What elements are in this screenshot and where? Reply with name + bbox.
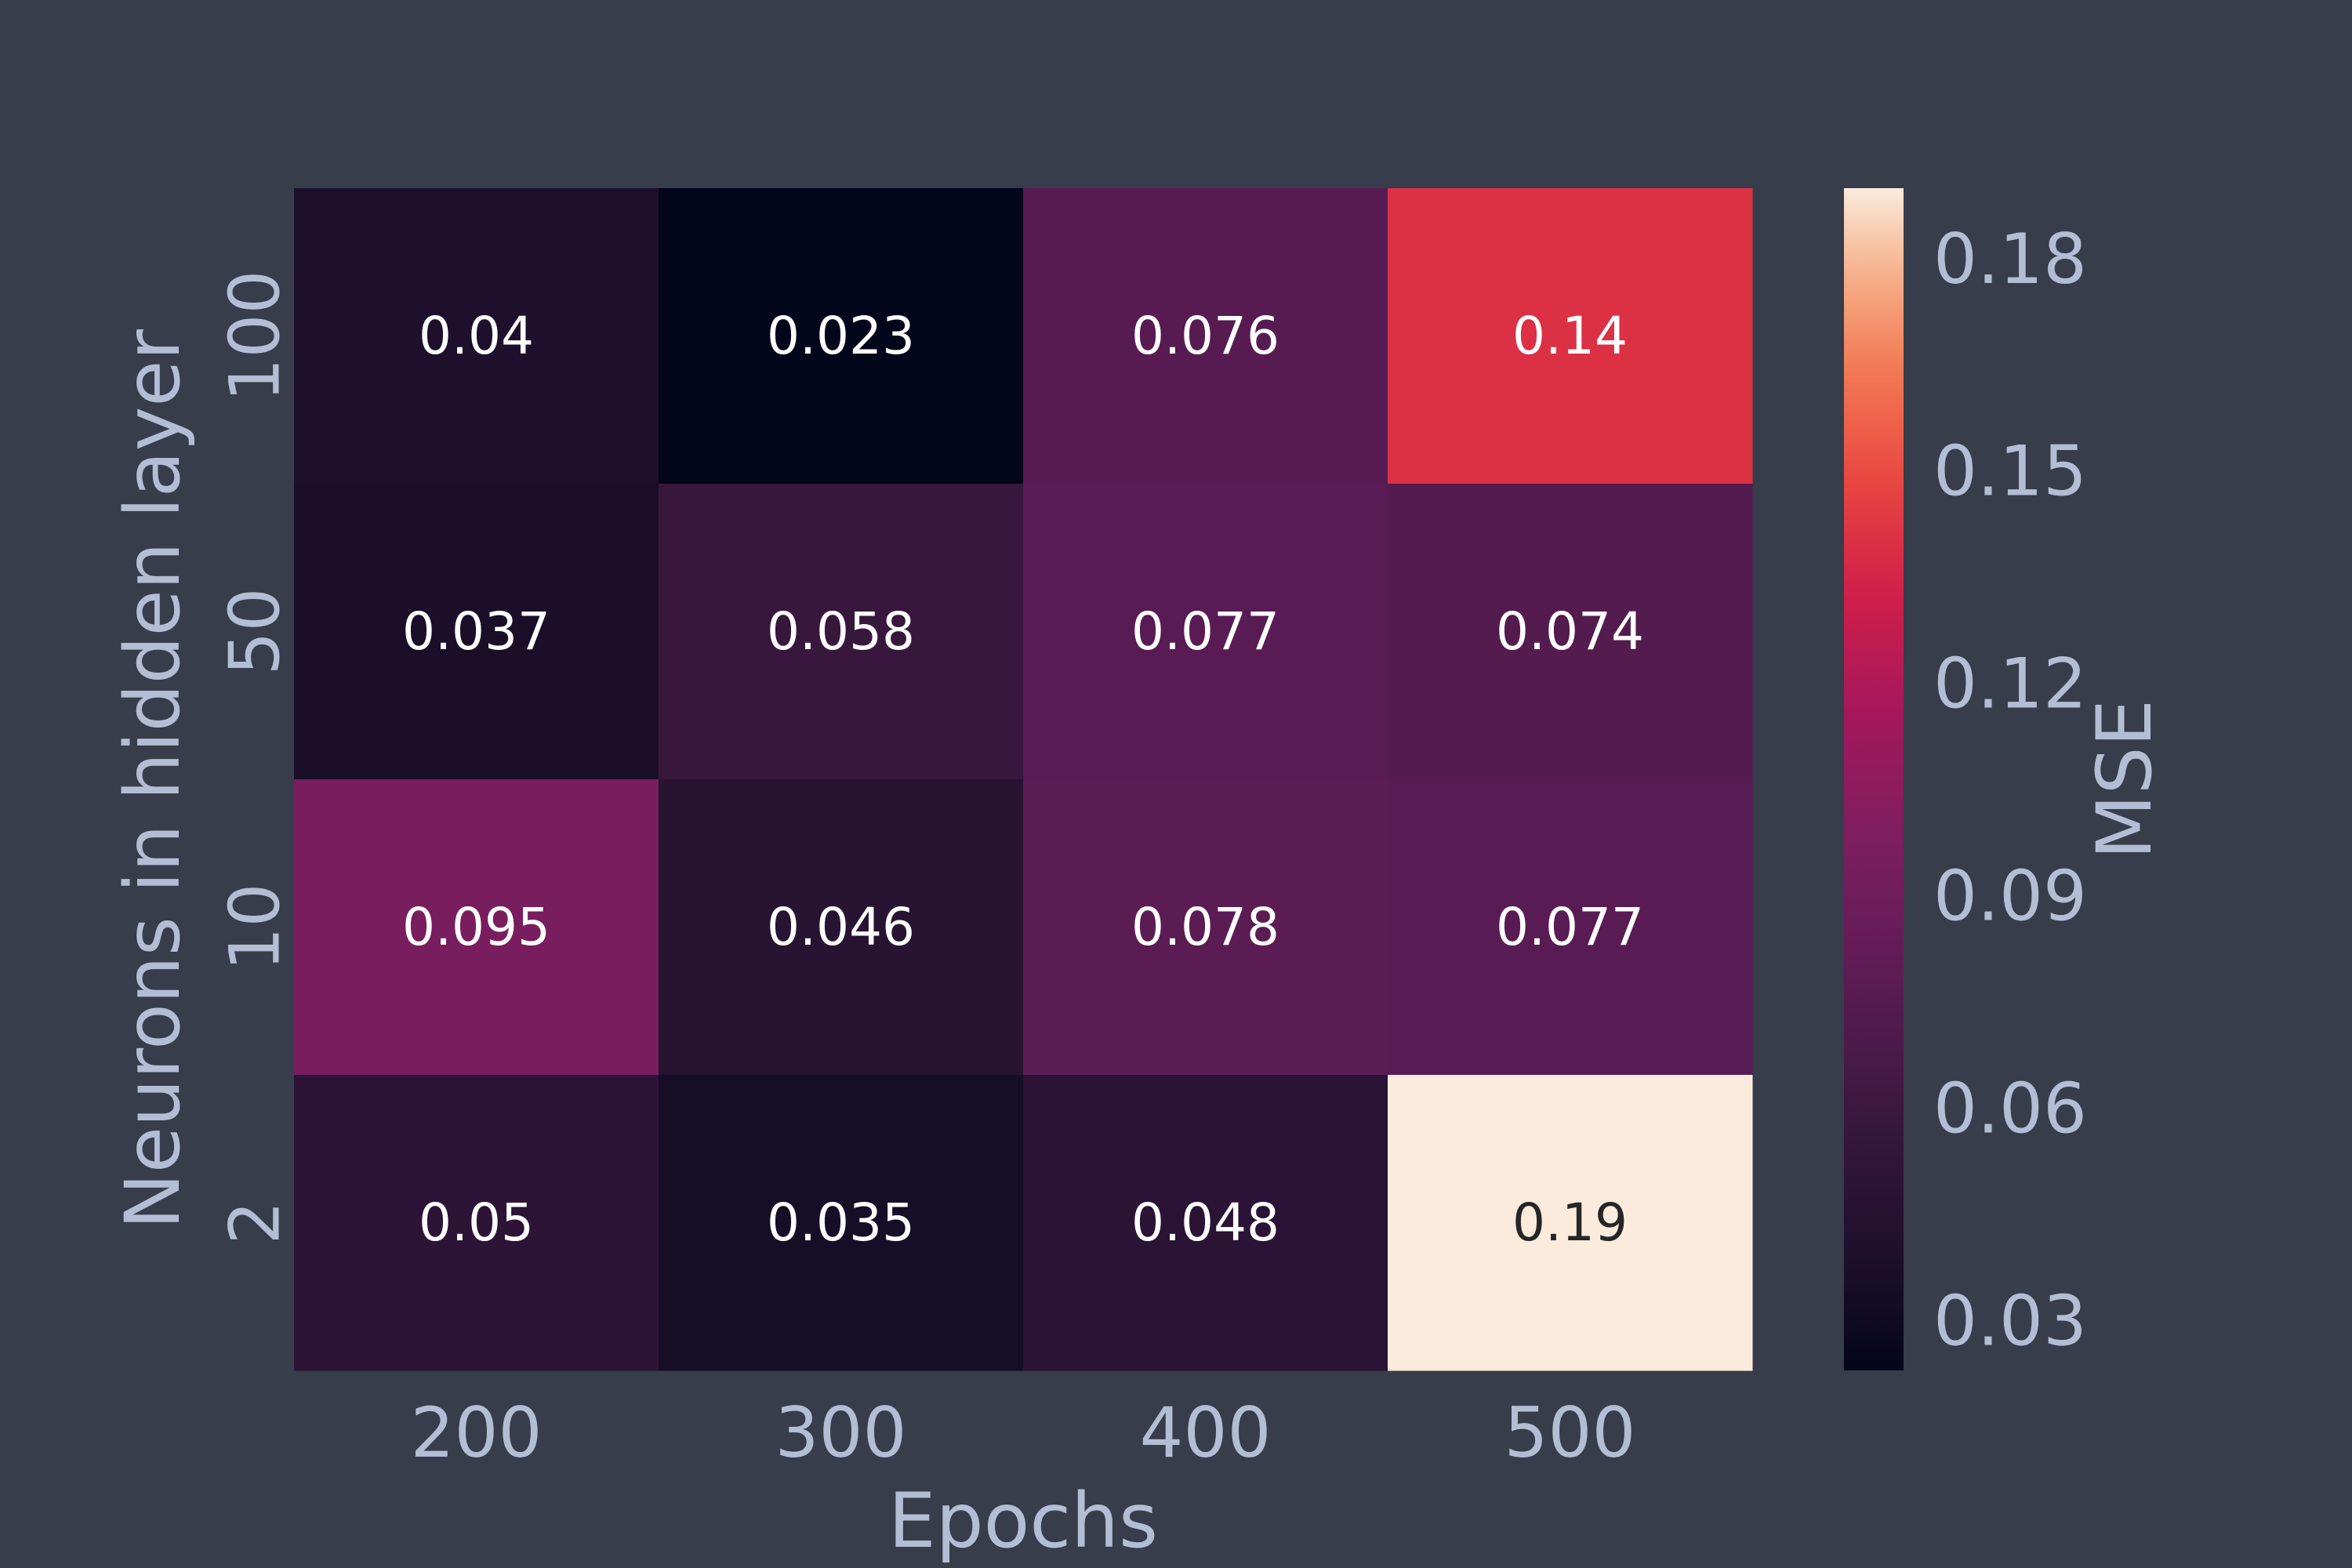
- colorbar-tick-label: 0.18: [1933, 219, 2087, 299]
- colorbar-tick-labels: 0.03 0.06 0.09 0.12 0.15 0.18: [1933, 219, 2087, 1361]
- heatmap-cell: [1388, 779, 1753, 1076]
- y-tick-label: 2: [215, 1201, 296, 1245]
- heatmap-cell: [1023, 1075, 1388, 1371]
- heatmap-cell: [1388, 484, 1753, 780]
- cell-value-label: 0.023: [767, 306, 915, 366]
- cell-value-label: 0.078: [1131, 897, 1279, 957]
- heatmap-cell: [1388, 1075, 1753, 1371]
- x-tick-label: 300: [775, 1392, 907, 1473]
- colorbar-tick-label: 0.15: [1933, 431, 2087, 512]
- heatmap-cell: [294, 779, 659, 1076]
- cell-value-label: 0.14: [1512, 306, 1628, 366]
- colorbar-tick-label: 0.06: [1933, 1068, 2087, 1149]
- heatmap-cell: [1023, 779, 1388, 1076]
- heatmap-cells: [294, 188, 1753, 1371]
- y-tick-label: 10: [215, 884, 296, 971]
- heatmap-cell: [659, 779, 1024, 1076]
- cell-value-label: 0.058: [767, 601, 915, 662]
- cell-value-label: 0.046: [767, 897, 915, 957]
- cell-value-label: 0.095: [402, 897, 550, 957]
- x-axis-title: Epochs: [888, 1477, 1158, 1565]
- y-axis-title: Neurons in hidden layer: [109, 329, 197, 1229]
- cell-value-label: 0.077: [1496, 897, 1644, 957]
- colorbar: [1844, 188, 1904, 1370]
- heatmap-cell: [659, 484, 1024, 780]
- x-tick-label: 400: [1140, 1392, 1272, 1473]
- heatmap-cell: [659, 188, 1024, 485]
- cell-value-label: 0.074: [1496, 601, 1644, 662]
- cell-value-label: 0.077: [1131, 601, 1279, 662]
- y-tick-label: 50: [215, 588, 296, 676]
- colorbar-title: MSE: [2081, 699, 2169, 859]
- heatmap-cell: [1388, 188, 1753, 485]
- cell-value-label: 0.04: [419, 306, 534, 366]
- colorbar-tick-label: 0.12: [1933, 644, 2087, 724]
- heatmap-cell: [294, 1075, 659, 1371]
- cell-value-label: 0.19: [1512, 1192, 1628, 1253]
- x-tick-label: 200: [411, 1392, 543, 1473]
- cell-labels: 0.04 0.023 0.076 0.14 0.037 0.058 0.077 0.074 0.…: [402, 306, 1644, 1253]
- heatmap-cell: [1023, 484, 1388, 780]
- cell-value-label: 0.037: [402, 601, 550, 662]
- heatmap-cell: [659, 1075, 1024, 1371]
- colorbar-tick-label: 0.09: [1933, 855, 2087, 936]
- y-tick-labels: 100 50 10 2: [215, 270, 296, 1245]
- cell-value-label: 0.05: [419, 1192, 534, 1253]
- cell-value-label: 0.076: [1131, 306, 1279, 366]
- cell-value-label: 0.048: [1131, 1192, 1279, 1253]
- heatmap-cell: [294, 188, 659, 485]
- colorbar-tick-label: 0.03: [1933, 1280, 2087, 1361]
- heatmap-cell: [1023, 188, 1388, 485]
- x-tick-label: 500: [1504, 1392, 1636, 1473]
- cell-value-label: 0.035: [767, 1192, 915, 1253]
- x-tick-labels: 200 300 400 500: [411, 1392, 1636, 1473]
- heatmap-cell: [294, 484, 659, 780]
- y-tick-label: 100: [215, 270, 296, 402]
